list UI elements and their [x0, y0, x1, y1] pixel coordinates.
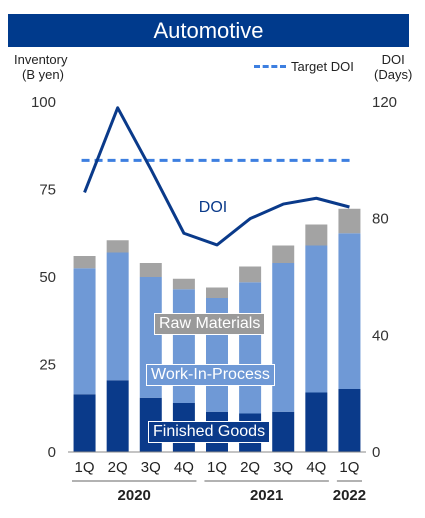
doi-line: [83, 106, 350, 247]
wip-bar: [239, 282, 262, 414]
category-tick-label: 2Q: [240, 459, 260, 476]
left-axis-label: Inventory (B yen): [14, 52, 67, 82]
category-tick-label: 1Q: [339, 459, 359, 476]
right-axis-label-line2: (Days): [374, 67, 413, 82]
right-axis-label: DOI (Days): [374, 52, 412, 82]
left-axis-tick-label: 75: [39, 182, 56, 199]
raw-materials-bar: [305, 224, 328, 246]
wip-bar: [338, 233, 361, 389]
raw-materials-bar: [272, 245, 295, 263]
wip-label: Work-In-Process: [146, 364, 275, 386]
finished-goods-bar: [272, 411, 295, 452]
raw-materials-bar: [106, 240, 129, 253]
wip-bar: [73, 268, 96, 395]
left-axis-label-line1: Inventory: [14, 52, 68, 67]
chart-title: Automotive: [8, 14, 409, 47]
right-axis-tick-label: 120: [372, 94, 397, 111]
raw-materials-bar: [73, 256, 96, 269]
raw-materials-bar: [172, 278, 195, 290]
wip-bar: [106, 252, 129, 381]
target-doi-legend-label: Target DOI: [291, 59, 354, 74]
raw-materials-bar: [139, 263, 162, 277]
category-tick-label: 3Q: [141, 459, 161, 476]
legend: Target DOI: [254, 59, 354, 74]
left-axis-label-line2: (B yen): [22, 67, 64, 82]
finished-goods-label: Finished Goods: [148, 421, 271, 443]
category-tick-label: 2Q: [108, 459, 128, 476]
finished-goods-bar: [106, 380, 129, 452]
year-group-label: 2022: [333, 487, 366, 504]
right-axis-tick-label: 80: [372, 211, 389, 228]
finished-goods-bar: [73, 394, 96, 452]
year-group-label: 2020: [118, 487, 151, 504]
left-axis-tick-label: 25: [39, 357, 56, 374]
right-axis-label-line1: DOI: [381, 52, 405, 67]
left-axis-tick-label: 100: [31, 94, 56, 111]
year-group-label: 2021: [250, 487, 283, 504]
raw-materials-bar: [206, 287, 228, 298]
category-tick-label: 4Q: [306, 459, 326, 476]
right-axis-tick-label: 40: [372, 327, 389, 344]
category-tick-label: 3Q: [273, 459, 293, 476]
raw-materials-bar: [338, 208, 361, 234]
left-axis-tick-label: 50: [39, 269, 56, 286]
left-axis-tick-label: 0: [48, 444, 56, 461]
target-doi-legend-line: [254, 65, 286, 68]
doi-annotation: DOI: [199, 199, 227, 216]
wip-bar: [272, 263, 295, 412]
right-axis-tick-label: 0: [372, 444, 380, 461]
wip-bar: [305, 245, 328, 393]
finished-goods-bar: [305, 392, 328, 452]
finished-goods-bar: [338, 389, 361, 452]
category-tick-label: 1Q: [207, 459, 227, 476]
category-tick-label: 4Q: [174, 459, 194, 476]
category-tick-label: 1Q: [75, 459, 95, 476]
raw-materials-bar: [239, 266, 262, 283]
raw-materials-label: Raw Materials: [154, 313, 266, 335]
